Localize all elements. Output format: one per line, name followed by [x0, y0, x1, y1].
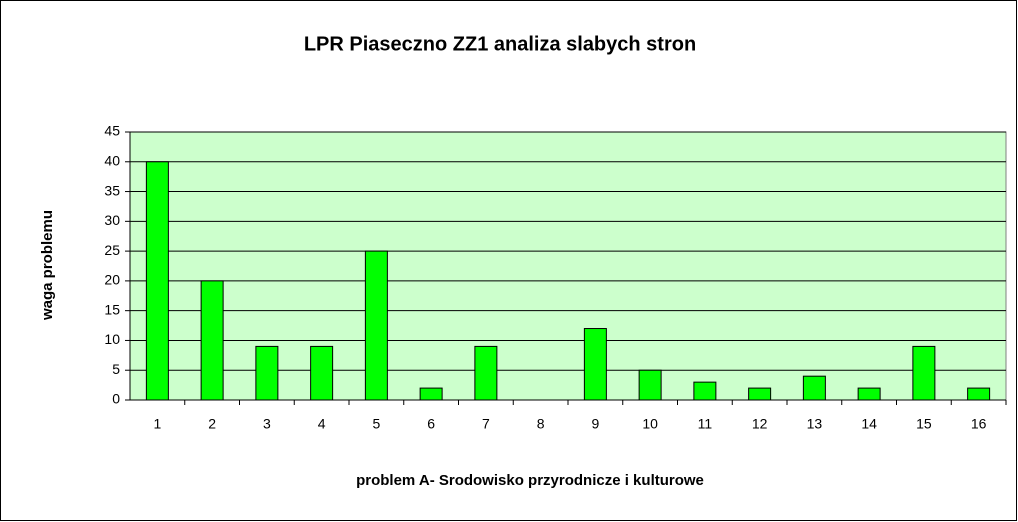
x-tick-label: 6 [427, 416, 435, 432]
y-tick-label: 15 [104, 301, 120, 317]
x-axis-label: problem A- Srodowisko przyrodnicze i kul… [356, 472, 704, 489]
bar [145, 161, 169, 401]
x-tick-label: 16 [971, 416, 987, 432]
x-tick-label: 8 [537, 416, 545, 432]
y-tick-label: 45 [104, 123, 120, 139]
x-tick-label: 2 [208, 416, 216, 432]
x-tick-label: 5 [372, 416, 380, 432]
y-tick-label: 40 [104, 152, 120, 168]
x-tick-label: 7 [482, 416, 490, 432]
x-tick-label: 12 [752, 416, 768, 432]
x-tick-label: 15 [916, 416, 932, 432]
bar [583, 328, 607, 401]
x-tick-label: 14 [861, 416, 877, 432]
bar [310, 345, 334, 401]
x-tick-label: 1 [153, 416, 161, 432]
x-tick-label: 11 [698, 416, 713, 432]
chart-title: LPR Piaseczno ZZ1 analiza slabych stron [304, 33, 696, 55]
bar [802, 375, 826, 401]
bar [364, 250, 388, 401]
y-tick-label: 20 [104, 272, 120, 288]
bar [693, 381, 717, 401]
bar [857, 387, 881, 401]
bar [748, 387, 772, 401]
x-tick-label: 9 [591, 416, 599, 432]
y-tick-label: 10 [104, 331, 120, 347]
y-tick-label: 35 [104, 182, 120, 198]
bar [419, 387, 443, 401]
bar [912, 345, 936, 401]
x-tick-label: 13 [807, 416, 823, 432]
bar [255, 345, 279, 401]
x-tick-label: 4 [318, 416, 326, 432]
x-tick-label: 3 [263, 416, 271, 432]
y-tick-label: 25 [104, 242, 120, 258]
x-tick-label: 10 [642, 416, 658, 432]
y-tick-label: 5 [112, 361, 120, 377]
bar [638, 369, 662, 401]
y-tick-label: 0 [112, 391, 120, 407]
bar [967, 387, 991, 401]
bar [200, 280, 224, 401]
y-axis-label: waga problemu [39, 210, 56, 321]
bar [474, 345, 498, 401]
y-tick-label: 30 [104, 212, 120, 228]
